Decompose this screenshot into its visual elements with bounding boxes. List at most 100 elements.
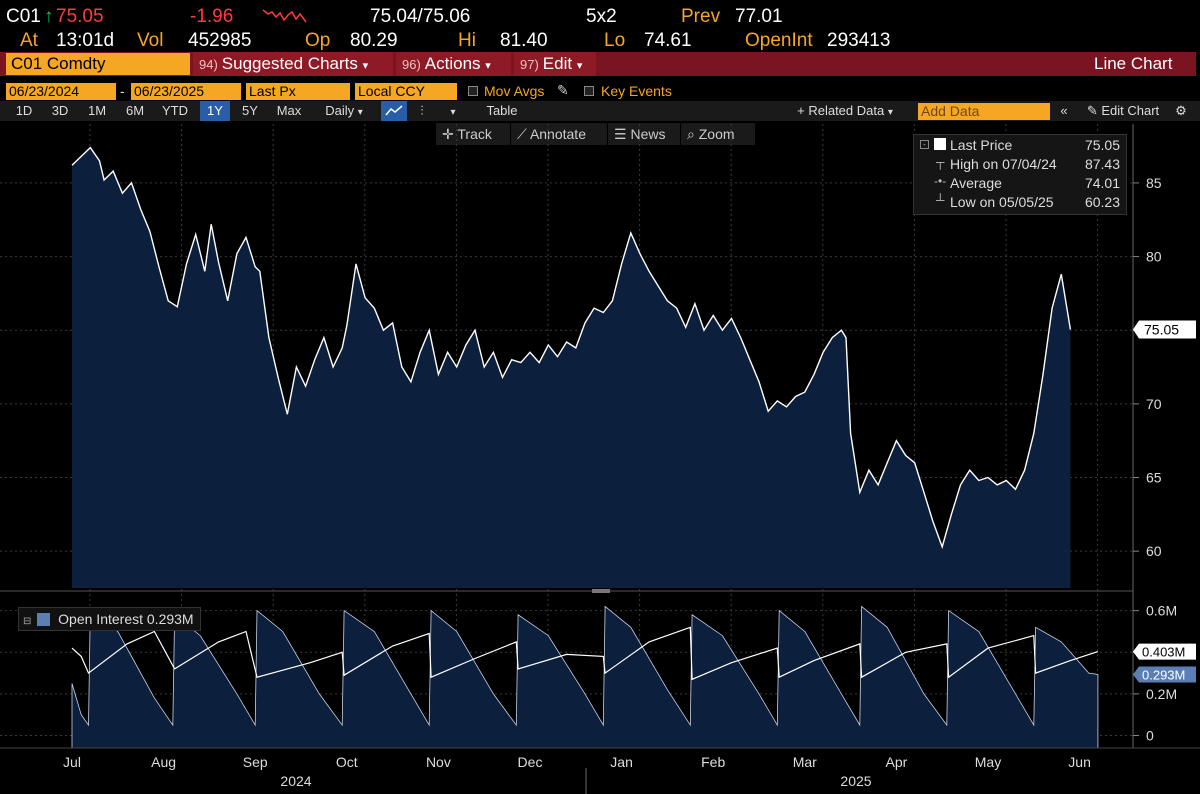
vol-value: 452985 — [188, 30, 252, 51]
bar-style-button[interactable]: ⫶ — [410, 101, 434, 121]
key-events-label: Key Events — [601, 83, 672, 99]
price-area — [72, 147, 1071, 588]
open-interest-legend-label: Open Interest — [58, 611, 143, 627]
range-ytd[interactable]: YTD — [162, 103, 188, 118]
track-tool[interactable]: ✛ Track — [436, 123, 510, 145]
at-label: At — [20, 30, 38, 51]
zoom-tool[interactable]: ⌕ Zoom — [681, 123, 755, 145]
actions-num: 96) — [402, 57, 421, 72]
oi-area-badge-label: 0.293M — [1142, 668, 1185, 683]
related-data-label: + Related Data — [797, 103, 885, 118]
open-label: Op — [305, 30, 331, 51]
vol-label: Vol — [137, 30, 164, 51]
range-3d[interactable]: 3D — [51, 103, 69, 118]
related-data-button[interactable]: + Related Data ▾ — [784, 101, 906, 121]
edit-num: 97) — [520, 57, 539, 72]
line-chart-icon — [385, 105, 403, 116]
open-interest-legend[interactable]: ⊟ Open Interest 0.293M — [18, 607, 201, 631]
expand-icon[interactable]: ⊟ — [23, 616, 32, 627]
edit-label: Edit — [542, 54, 573, 73]
prev-value: 77.01 — [735, 6, 783, 27]
low-label: Low on 05/05/25 — [950, 194, 1054, 210]
end-date-input[interactable]: 06/23/2025 — [131, 83, 241, 100]
expand-icon[interactable]: - — [920, 140, 929, 149]
suggested-label: Suggested Charts — [221, 54, 358, 73]
x-tick-label: Dec — [518, 754, 543, 770]
annotate-tool[interactable]: ⟋ Annotate — [511, 123, 607, 145]
range-1y[interactable]: 1Y — [200, 101, 230, 121]
table-button[interactable]: Table — [486, 103, 518, 118]
range-1m[interactable]: 1M — [87, 103, 107, 118]
pencil-icon: ✎ — [1086, 103, 1098, 118]
edit-chart-button[interactable]: ✎ Edit Chart — [1080, 101, 1166, 121]
zoom-label: Zoom — [698, 126, 735, 142]
x-tick-label: Jun — [1068, 754, 1091, 770]
mov-avgs-checkbox[interactable] — [468, 86, 478, 96]
chart-type-title: Line Chart — [1094, 54, 1173, 73]
pencil-icon[interactable]: ✎ — [557, 82, 569, 98]
edit-chart-label: Edit Chart — [1101, 103, 1160, 118]
oi-tick-label: 0.2M — [1146, 686, 1177, 702]
open-interest-area — [71, 605, 1099, 749]
ticker[interactable]: C01 — [6, 6, 41, 27]
mov-avgs-label: Mov Avgs — [484, 83, 545, 99]
chevron-down-icon: ▾ — [362, 60, 369, 72]
last-price-label: Last Price — [950, 137, 1013, 153]
low-label: Lo — [604, 30, 626, 51]
open-interest-legend-value: 0.293M — [146, 611, 194, 627]
at-time: 13:01d — [56, 30, 115, 51]
x-tick-label: Mar — [793, 754, 817, 770]
edit-menu[interactable]: 97) Edit ▾ — [514, 52, 596, 76]
price-tick-label: 60 — [1146, 543, 1162, 559]
average-label: Average — [950, 175, 1002, 191]
start-date-input[interactable]: 06/23/2024 — [6, 83, 116, 100]
key-events-checkbox[interactable] — [584, 86, 594, 96]
price-line — [71, 146, 1072, 550]
suggested-num: 94) — [199, 57, 218, 72]
range-max[interactable]: Max — [276, 103, 302, 118]
average-marker-icon: -•- — [934, 174, 947, 188]
crosshair-icon: ✛ — [442, 126, 454, 142]
high-value: 87.43 — [1084, 156, 1120, 172]
price-tick-label: 80 — [1146, 249, 1162, 265]
oi-tick-label: 0.6M — [1146, 603, 1177, 619]
x-tick-label: Oct — [336, 754, 358, 770]
security-input[interactable]: C01 Comdty — [6, 53, 190, 75]
panel-resize-handle[interactable] — [592, 589, 610, 593]
price-legend[interactable]: - Last Price 75.05 ┬ High on 07/04/24 87… — [913, 134, 1127, 215]
actions-menu[interactable]: 96) Actions ▾ — [396, 52, 511, 76]
x-tick-label: Sep — [243, 754, 268, 770]
range-5y[interactable]: 5Y — [242, 103, 258, 118]
add-data-input[interactable]: Add Data — [918, 103, 1050, 120]
periodicity-label: Daily — [325, 103, 355, 118]
field-select[interactable]: Last Px — [246, 83, 350, 100]
low-value: 74.61 — [644, 30, 692, 51]
news-tool[interactable]: ☰ News — [608, 123, 680, 145]
gear-icon[interactable]: ⚙ — [1175, 103, 1187, 118]
open-interest-label: OpenInt — [745, 30, 813, 51]
chevron-down-icon: ▾ — [887, 107, 893, 118]
range-1d[interactable]: 1D — [15, 103, 33, 118]
suggested-charts-menu[interactable]: 94) Suggested Charts ▾ — [193, 52, 393, 76]
average-value: 74.01 — [1084, 175, 1120, 191]
collapse-icon[interactable]: « — [1060, 103, 1068, 118]
currency-select[interactable]: Local CCY — [355, 83, 457, 100]
last-price: 75.05 — [56, 6, 104, 27]
oi-white-line — [71, 626, 1099, 681]
range-6m[interactable]: 6M — [125, 103, 145, 118]
low-value: 60.23 — [1084, 194, 1120, 210]
chevron-down-icon: ▾ — [576, 60, 583, 72]
x-tick-label: Aug — [151, 754, 176, 770]
line-style-button[interactable] — [381, 101, 407, 121]
periodicity-select[interactable]: Daily ▾ — [313, 101, 375, 121]
style-dropdown[interactable]: ▾ — [446, 101, 460, 121]
high-label: High on 07/04/24 — [950, 156, 1057, 172]
sparkline-icon — [262, 9, 307, 23]
price-tick-label: 70 — [1146, 396, 1162, 412]
low-marker-icon: ┴ — [936, 193, 945, 207]
chevron-down-icon: ▾ — [485, 60, 491, 72]
open-interest-swatch — [37, 613, 51, 626]
chevron-down-icon: ▾ — [357, 107, 363, 118]
annotate-icon: ⟋ — [517, 126, 527, 142]
